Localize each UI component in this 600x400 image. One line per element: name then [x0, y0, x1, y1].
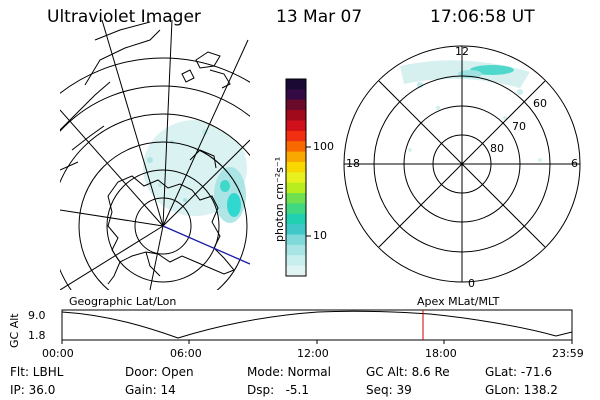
colorbar-cell — [286, 151, 306, 163]
mlt-label-6: 6 — [571, 157, 578, 170]
dsp-info: Dsp: -5.1 — [247, 383, 310, 397]
mlat-mlt-polar-plot — [343, 45, 581, 283]
time-tick-0000: 00:00 — [42, 347, 74, 360]
mlt-label-18: 18 — [346, 157, 360, 170]
time-tick-0600: 06:00 — [170, 347, 202, 360]
door-info: Door: Open — [125, 365, 194, 379]
right-map-caption: Apex MLat/MLT — [417, 295, 500, 308]
altitude-ytick-low: 1.8 — [28, 329, 46, 342]
left-map-caption: Geographic Lat/Lon — [69, 295, 177, 308]
satellite-track — [162, 225, 250, 265]
left-aurora-emission — [143, 120, 247, 223]
colorbar-cell — [286, 120, 306, 132]
altitude-curve — [61, 310, 573, 339]
mode-info: Mode: Normal — [247, 365, 331, 379]
colorbar-tick-100: 100 — [313, 140, 334, 153]
time-tick-2359: 23:59 — [552, 347, 584, 360]
right-aurora-emission — [400, 60, 542, 162]
mlat-label-70: 70 — [512, 120, 526, 133]
app-title: Ultraviolet Imager — [47, 7, 201, 27]
seq-info: Seq: 39 — [366, 383, 412, 397]
mlt-label-0: 0 — [468, 277, 475, 290]
mlt-label-12: 12 — [455, 45, 469, 58]
observation-time: 17:06:58 UT — [430, 7, 535, 27]
glat-info: GLat: -71.6 — [485, 365, 552, 379]
colorbar-cell — [286, 79, 306, 90]
filter-info: Flt: LBHL — [10, 365, 64, 379]
colorbar-cell — [286, 89, 306, 101]
colorbar — [285, 78, 311, 277]
time-tick-1800: 18:00 — [425, 347, 457, 360]
gc-alt-info: GC Alt: 8.6 Re — [366, 365, 450, 379]
ip-info: IP: 36.0 — [10, 383, 56, 397]
colorbar-tick-10: 10 — [313, 229, 327, 242]
colorbar-cell — [286, 213, 306, 225]
colorbar-unit-label: photon cm⁻²s⁻¹ — [273, 156, 286, 242]
gain-info: Gain: 14 — [125, 383, 176, 397]
altitude-ytick-high: 9.0 — [28, 309, 46, 322]
glon-info: GLon: 138.2 — [485, 383, 558, 397]
colorbar-cell — [286, 193, 306, 204]
colorbar-cell — [286, 130, 306, 142]
colorbar-cell — [286, 99, 306, 111]
colorbar-cell — [286, 182, 306, 194]
mlat-label-60: 60 — [533, 97, 547, 110]
colorbar-cell — [286, 172, 306, 184]
time-tick-1200: 12:00 — [297, 347, 329, 360]
colorbar-cell — [286, 224, 306, 236]
colorbar-cell — [286, 234, 306, 246]
colorbar-cell — [286, 161, 306, 173]
colorbar-cell — [286, 255, 306, 267]
altitude-plot — [61, 309, 573, 344]
geographic-map — [60, 20, 250, 290]
colorbar-cell — [286, 265, 306, 277]
altitude-ylabel: GC Alt — [8, 313, 21, 348]
colorbar-cell — [286, 141, 306, 153]
mlat-label-80: 80 — [490, 142, 504, 155]
colorbar-cell — [286, 203, 306, 215]
colorbar-cell — [286, 110, 306, 121]
colorbar-cell — [286, 244, 306, 256]
observation-date: 13 Mar 07 — [276, 7, 363, 27]
